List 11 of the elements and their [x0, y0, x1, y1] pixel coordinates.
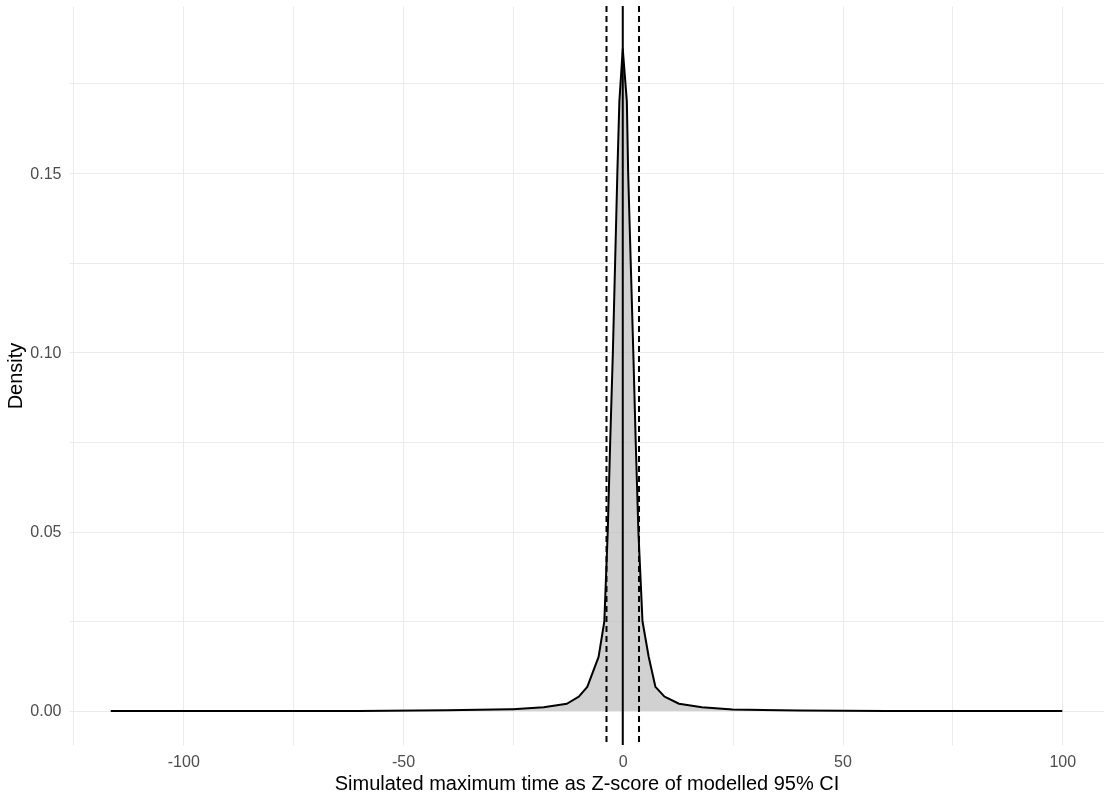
x-tick-label: -50	[391, 752, 416, 770]
x-tick-label: 100	[1049, 752, 1077, 770]
x-tick-label: 50	[834, 752, 852, 770]
y-axis-title: Density	[4, 342, 27, 410]
y-tick-label: 0.10	[30, 343, 62, 361]
x-tick-label: 0	[618, 752, 628, 770]
y-tick-label: 0.05	[30, 523, 62, 541]
x-tick-label: -100	[167, 752, 200, 770]
y-tick-label: 0.00	[30, 702, 62, 720]
x-axis-title: Simulated maximum time as Z-score of modelled 95% CI	[334, 771, 840, 794]
y-tick-label: 0.15	[30, 164, 62, 182]
